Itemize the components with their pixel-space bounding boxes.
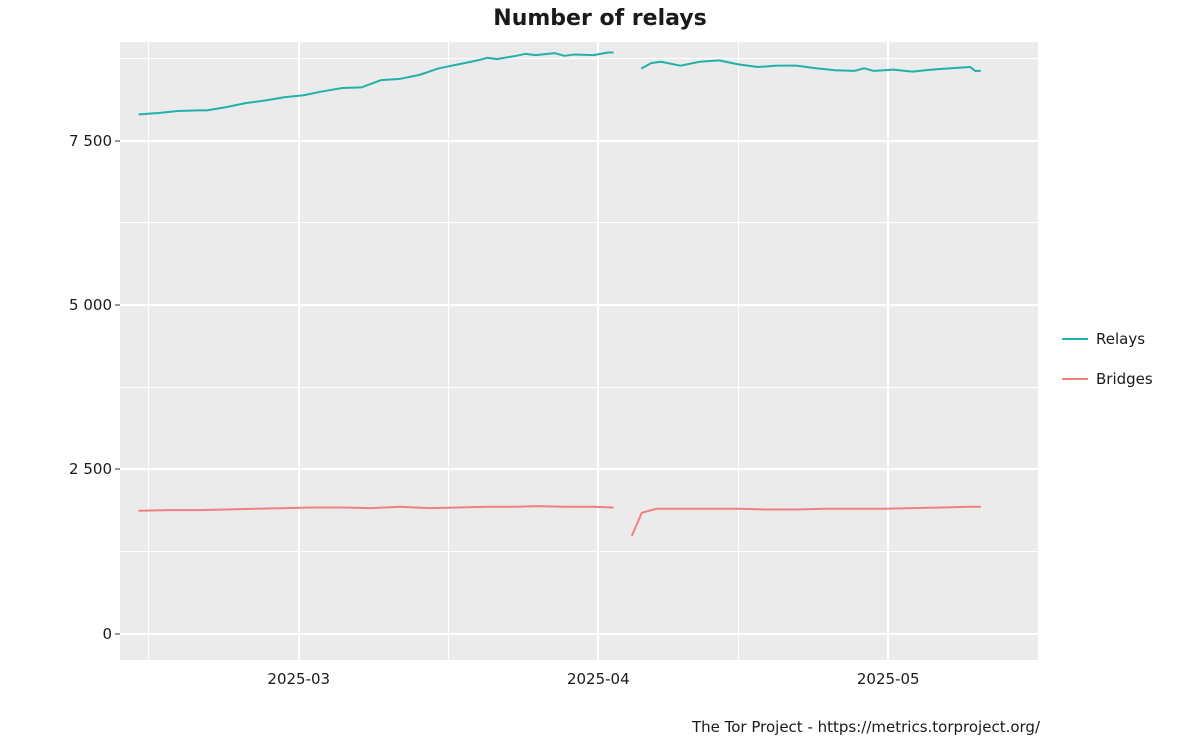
legend-swatch [1062,378,1088,380]
y-tick-label: 7 500 [69,132,112,150]
series-line-bridges [139,506,612,511]
x-tick-label: 2025-04 [567,670,630,688]
legend-item: Relays [1062,330,1153,348]
y-tick-label: 5 000 [69,296,112,314]
plot-area: 02 5005 0007 5002025-032025-042025-05 [120,42,1038,660]
chart-caption: The Tor Project - https://metrics.torpro… [692,718,1040,736]
series-line-relays [642,60,980,71]
y-tick-label: 2 500 [69,460,112,478]
x-tick-label: 2025-05 [857,670,920,688]
legend-item: Bridges [1062,370,1153,388]
series-line-relays [139,53,612,115]
chart-container: Number of relays 02 5005 0007 5002025-03… [0,0,1200,750]
legend-swatch [1062,338,1088,340]
series-line-bridges [632,507,980,535]
legend: Relays Bridges [1062,330,1153,410]
x-tick-label: 2025-03 [267,670,330,688]
series-svg [120,42,1038,660]
legend-label: Relays [1096,330,1145,348]
y-tick-label: 0 [102,625,112,643]
chart-title: Number of relays [0,6,1200,31]
legend-label: Bridges [1096,370,1153,388]
